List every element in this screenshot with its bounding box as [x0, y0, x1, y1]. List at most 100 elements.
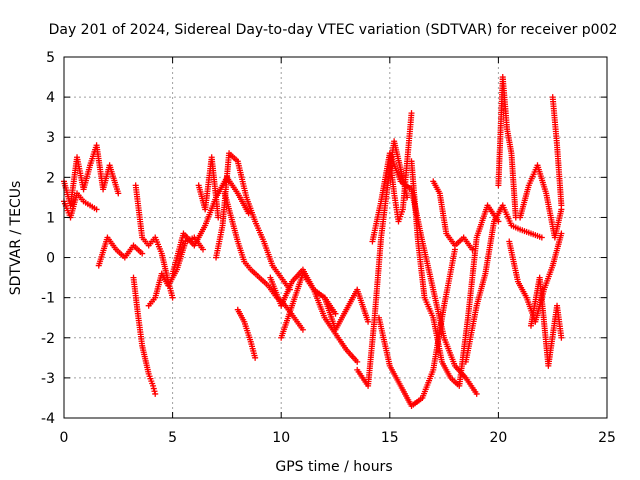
data-point	[139, 250, 146, 257]
data-point	[447, 374, 454, 381]
data-point	[541, 286, 548, 293]
data-point	[534, 162, 541, 169]
marker-trail	[549, 96, 560, 146]
marker-trail	[146, 373, 156, 387]
data-point	[378, 198, 385, 205]
marker-trail	[114, 248, 127, 259]
y-tick-label: 3	[46, 130, 55, 146]
data-point	[343, 346, 350, 353]
data-point	[113, 246, 120, 253]
x-axis-label: GPS time / hours	[275, 459, 392, 475]
y-tick-label: -1	[41, 291, 55, 307]
data-point	[473, 234, 480, 241]
marker-trail	[253, 220, 266, 243]
data-point	[456, 382, 463, 389]
marker-trail	[213, 224, 226, 259]
data-point	[464, 314, 471, 321]
series-arc10	[221, 190, 306, 333]
marker-trail	[174, 240, 188, 271]
marker-trail	[228, 216, 241, 243]
marker-trail	[139, 344, 152, 375]
y-tick-label: 1	[46, 210, 55, 226]
data-point	[87, 162, 94, 169]
data-point	[219, 222, 226, 229]
marker-trail	[354, 288, 371, 323]
marker-trail	[242, 320, 254, 343]
y-tick-label: -2	[41, 331, 55, 347]
x-tick-label: 5	[168, 430, 177, 446]
marker-trail	[519, 227, 532, 236]
data-point	[397, 166, 404, 173]
marker-trail	[266, 284, 279, 299]
data-point	[469, 246, 476, 253]
marker-trail	[242, 260, 253, 271]
data-point	[234, 238, 241, 245]
marker-trail	[453, 236, 465, 247]
data-point	[74, 190, 81, 197]
marker-trail	[258, 276, 270, 288]
data-point	[384, 182, 391, 189]
data-point	[74, 154, 81, 161]
data-point	[265, 282, 272, 289]
data-point	[386, 362, 393, 369]
marker-trail	[554, 144, 565, 207]
data-point	[517, 226, 524, 233]
marker-trail	[376, 316, 393, 367]
series-arc8	[195, 154, 222, 221]
marker-trail	[292, 316, 305, 331]
data-point	[354, 358, 361, 365]
data-point	[80, 198, 87, 205]
data-point	[514, 278, 521, 285]
marker-trail	[192, 224, 208, 247]
series-arc3	[95, 234, 146, 269]
data-point	[95, 262, 102, 269]
data-point	[395, 218, 402, 225]
data-point	[252, 354, 259, 361]
y-tick-label: -3	[41, 371, 55, 387]
data-point	[321, 294, 328, 301]
data-point	[397, 382, 404, 389]
data-point	[525, 182, 532, 189]
data-point	[93, 206, 100, 213]
series-arc11	[234, 306, 259, 361]
marker-trail	[398, 384, 414, 407]
data-point	[291, 314, 298, 321]
data-point	[310, 286, 317, 293]
data-point	[158, 250, 165, 257]
data-point	[169, 270, 176, 277]
series-arc14	[321, 286, 372, 333]
marker-trail	[510, 223, 521, 232]
y-tick-label: 4	[46, 90, 55, 106]
data-point	[208, 154, 215, 161]
marker-trail	[431, 180, 442, 195]
data-point	[299, 326, 306, 333]
data-point	[543, 190, 550, 197]
marker-trail	[474, 272, 488, 307]
marker-trail	[474, 204, 490, 239]
series-arc26	[527, 274, 565, 369]
data-point	[508, 150, 515, 157]
data-point	[191, 242, 198, 249]
data-point	[419, 394, 426, 401]
marker-trail	[440, 360, 453, 379]
data-point	[87, 202, 94, 209]
marker-trail	[399, 179, 413, 192]
x-tick-label: 10	[272, 430, 290, 446]
data-point	[506, 238, 513, 245]
data-point	[145, 242, 152, 249]
marker-trail	[500, 204, 514, 227]
series-arc19	[408, 158, 502, 389]
data-point	[169, 294, 176, 301]
x-tick-label: 25	[598, 430, 616, 446]
y-tick-label: 2	[46, 170, 55, 186]
data-point	[408, 110, 415, 117]
data-point	[504, 126, 511, 133]
data-point	[234, 190, 241, 197]
marker-trail	[415, 240, 428, 299]
marker-trail	[301, 272, 316, 291]
data-point	[226, 150, 233, 157]
data-point	[436, 190, 443, 197]
data-point	[558, 202, 565, 209]
data-point	[495, 182, 502, 189]
data-point	[221, 190, 228, 197]
